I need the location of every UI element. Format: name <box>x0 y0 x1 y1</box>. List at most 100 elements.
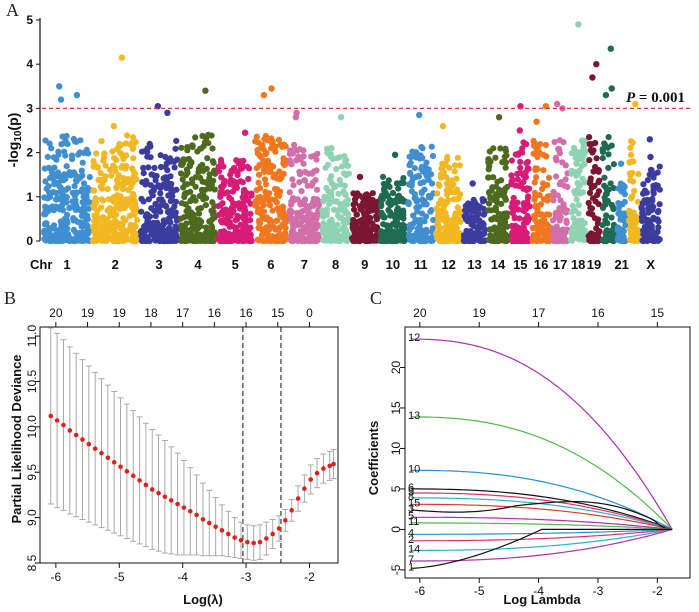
snp-point <box>180 214 188 221</box>
snp-point <box>236 237 243 244</box>
snp-point <box>260 237 267 244</box>
snp-point <box>619 200 626 207</box>
snp-point <box>412 154 420 161</box>
snp-point <box>524 212 531 220</box>
snp-point <box>327 199 334 206</box>
snp-point <box>400 198 407 205</box>
deviance-point <box>283 518 288 523</box>
snp-point <box>66 169 73 176</box>
deviance-point <box>105 455 111 461</box>
snp-point <box>529 224 536 232</box>
snp-peak-point <box>554 100 561 108</box>
snp-point <box>650 214 657 221</box>
snp-point <box>271 185 279 193</box>
coefficient-path <box>410 501 673 530</box>
snp-point <box>453 237 460 245</box>
snp-point <box>141 179 148 186</box>
coefficient-y-tick-label: 5 <box>389 485 403 492</box>
snp-point <box>655 224 662 231</box>
snp-point <box>157 152 164 159</box>
snp-point <box>50 189 57 196</box>
snp-point <box>635 170 642 178</box>
coefficient-path <box>410 522 673 530</box>
chromosome-label: 8 <box>332 257 339 272</box>
snp-point <box>184 169 191 176</box>
snp-point <box>322 164 329 171</box>
snp-point <box>533 146 540 153</box>
snp-peak-point <box>602 91 610 99</box>
coefficient-path-label: 13 <box>408 410 420 422</box>
snp-point <box>152 212 159 220</box>
snp-point <box>275 226 282 233</box>
snp-point <box>549 217 557 224</box>
snp-point <box>334 221 341 228</box>
panel-letter-c: C <box>370 288 382 308</box>
snp-point <box>645 222 652 229</box>
snp-point <box>620 228 627 235</box>
snp-point <box>300 160 307 167</box>
snp-point <box>217 189 224 196</box>
snp-point <box>45 183 52 190</box>
snp-point <box>133 176 140 183</box>
threshold-label: P = 0.001 <box>626 90 685 106</box>
snp-point <box>642 199 649 206</box>
snp-point <box>486 148 493 155</box>
snp-point <box>435 181 442 188</box>
snp-point <box>119 199 126 206</box>
snp-point <box>595 201 602 208</box>
snp-point <box>485 159 492 166</box>
snp-point <box>557 231 564 238</box>
snp-point <box>468 204 475 211</box>
snp-point <box>435 223 442 230</box>
snp-point <box>570 215 577 222</box>
snp-point <box>129 134 137 141</box>
snp-point <box>472 217 480 224</box>
deviance-point <box>61 422 66 428</box>
snp-point <box>120 175 127 182</box>
snp-point <box>116 180 123 188</box>
snp-point <box>149 192 156 199</box>
snp-point <box>145 164 152 171</box>
snp-point <box>86 199 93 206</box>
snp-point <box>300 226 307 233</box>
deviance-point <box>295 496 301 501</box>
snp-point <box>452 162 459 169</box>
deviance-top-tick-label: 16 <box>239 306 253 320</box>
snp-point <box>304 182 311 189</box>
snp-point <box>211 232 218 239</box>
snp-point <box>172 145 179 152</box>
snp-point <box>195 205 202 212</box>
snp-point <box>71 183 78 190</box>
snp-point <box>134 216 141 223</box>
snp-point <box>147 182 154 189</box>
coefficient-path-label: 5 <box>408 510 414 522</box>
snp-point <box>585 199 592 207</box>
snp-point <box>130 210 137 217</box>
snp-point <box>539 212 546 219</box>
snp-point <box>210 237 217 244</box>
snp-point <box>130 155 137 162</box>
snp-point <box>655 218 662 225</box>
snp-point <box>202 202 209 209</box>
snp-point <box>115 144 122 151</box>
snp-point <box>331 206 338 213</box>
snp-point <box>223 220 230 227</box>
snp-point <box>119 231 126 238</box>
snp-point <box>485 174 492 181</box>
snp-point <box>626 159 633 166</box>
snp-point <box>359 194 366 201</box>
snp-point <box>630 178 637 185</box>
snp-point <box>502 196 509 203</box>
snp-point <box>579 226 586 233</box>
snp-point <box>42 220 49 227</box>
snp-point <box>310 195 317 202</box>
snp-point <box>320 220 327 227</box>
snp-point <box>286 150 293 158</box>
snp-point <box>336 154 343 161</box>
snp-point <box>550 197 557 204</box>
snp-point <box>429 152 437 160</box>
snp-point <box>130 144 137 151</box>
snp-point <box>47 174 54 181</box>
deviance-point <box>226 531 231 537</box>
snp-point <box>97 169 104 177</box>
